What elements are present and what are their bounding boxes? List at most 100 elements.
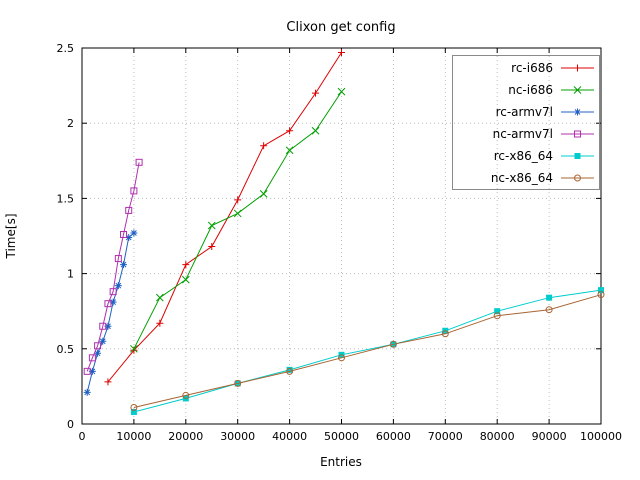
x-axis-label: Entries — [320, 455, 362, 469]
marker-nc-armv7l — [83, 367, 91, 375]
marker-nc-x86_64 — [234, 379, 242, 387]
legend-label: nc-i686 — [508, 83, 553, 97]
y-tick-label: 0 — [67, 418, 74, 431]
marker-nc-x86_64 — [493, 312, 501, 320]
marker-rc-i686 — [312, 89, 320, 97]
marker-rc-armv7l — [120, 261, 128, 269]
marker-rc-armv7l — [130, 229, 138, 237]
legend-label: rc-armv7l — [496, 105, 553, 119]
marker-nc-armv7l — [94, 342, 102, 350]
x-tick-label: 80000 — [480, 430, 515, 443]
legend-box — [452, 55, 600, 190]
marker-nc-x86_64 — [441, 330, 449, 338]
legend-entry-nc-armv7l: nc-armv7l — [493, 127, 594, 141]
marker-rc-armv7l — [114, 282, 122, 290]
marker-nc-x86_64 — [182, 391, 190, 399]
x-tick-label: 50000 — [324, 430, 359, 443]
x-tick-label: 0 — [79, 430, 86, 443]
marker-nc-x86_64 — [389, 340, 397, 348]
y-tick-label: 1 — [67, 268, 74, 281]
marker-rc-x86_64 — [494, 308, 501, 315]
marker-nc-armv7l — [109, 288, 117, 296]
x-tick-label: 60000 — [376, 430, 411, 443]
plot-area: 0 10000 20000 30000 40000 50000 60000 70000 8000… — [57, 42, 623, 443]
marker-rc-i686 — [156, 319, 164, 327]
marker-rc-x86_64 — [546, 294, 553, 301]
legend-entry-nc-i686: nc-i686 — [508, 83, 594, 97]
marker-nc-i686 — [337, 87, 346, 96]
marker-rc-armv7l — [125, 234, 133, 242]
marker-nc-armv7l — [135, 158, 143, 166]
marker-nc-armv7l — [125, 206, 133, 214]
marker-rc-armv7l — [88, 367, 96, 375]
marker-rc-armv7l — [83, 388, 91, 396]
legend-label: nc-armv7l — [493, 127, 553, 141]
series-line-rc-armv7l — [86, 232, 135, 393]
y-tick-label: 1.5 — [57, 192, 75, 205]
x-tick-label: 20000 — [168, 430, 203, 443]
marker-rc-x86_64 — [598, 287, 604, 294]
marker-nc-armv7l — [114, 255, 122, 263]
marker-rc-armv7l — [94, 349, 102, 357]
marker-nc-i686 — [285, 146, 294, 155]
series-nc-x86_64 — [130, 291, 605, 411]
marker-nc-i686 — [233, 209, 242, 218]
legend-entry-nc-x86_64: nc-x86_64 — [491, 171, 594, 185]
legend-marker — [574, 108, 581, 116]
series-nc-armv7l — [83, 158, 143, 375]
marker-nc-armv7l — [88, 354, 96, 362]
series-line-nc-x86_64 — [133, 294, 602, 408]
marker-nc-i686 — [155, 293, 164, 302]
marker-nc-i686 — [207, 221, 216, 230]
series-line-rc-x86_64 — [133, 289, 602, 413]
marker-nc-i686 — [311, 126, 320, 135]
marker-nc-x86_64 — [286, 367, 294, 375]
marker-nc-armv7l — [104, 300, 112, 308]
x-tick-label: 10000 — [116, 430, 151, 443]
marker-nc-x86_64 — [545, 306, 553, 314]
legend-marker — [573, 86, 582, 94]
legend-marker — [574, 153, 581, 159]
x-tick-label: 70000 — [428, 430, 463, 443]
series-line-rc-i686 — [107, 52, 342, 383]
marker-nc-armv7l — [130, 187, 138, 195]
marker-rc-i686 — [338, 49, 345, 57]
marker-nc-x86_64 — [597, 291, 605, 299]
marker-nc-x86_64 — [130, 403, 138, 411]
marker-rc-i686 — [260, 142, 268, 150]
marker-nc-i686 — [130, 344, 138, 353]
legend-label: rc-i686 — [511, 61, 553, 75]
marker-rc-i686 — [104, 378, 112, 386]
y-tick-label: 0.5 — [57, 343, 75, 356]
y-axis-label: Time[s] — [4, 214, 18, 260]
marker-rc-i686 — [182, 261, 190, 269]
series-line-nc-armv7l — [86, 162, 140, 372]
plot-border — [81, 47, 602, 425]
marker-rc-x86_64 — [130, 408, 137, 415]
legend-entry-rc-i686: rc-i686 — [511, 61, 594, 75]
series-rc-i686 — [104, 49, 345, 386]
x-tick-label: 30000 — [220, 430, 255, 443]
x-tick-label: 90000 — [532, 430, 567, 443]
marker-rc-x86_64 — [286, 366, 293, 373]
marker-rc-i686 — [234, 196, 242, 204]
marker-nc-i686 — [259, 190, 268, 198]
x-tick-label: 100000 — [580, 430, 622, 443]
legend-label: nc-x86_64 — [491, 171, 553, 185]
legend-marker — [574, 130, 581, 138]
legend-entry-rc-x86_64: rc-x86_64 — [494, 149, 594, 163]
marker-nc-i686 — [181, 275, 190, 284]
y-tick-label: 2 — [67, 117, 74, 130]
marker-nc-x86_64 — [338, 354, 345, 362]
marker-rc-armv7l — [109, 298, 117, 306]
series-nc-i686 — [130, 87, 346, 353]
marker-rc-i686 — [208, 243, 216, 251]
marker-rc-armv7l — [99, 337, 107, 345]
legend-label: rc-x86_64 — [494, 149, 553, 163]
x-tick-label: 40000 — [272, 430, 307, 443]
series-rc-armv7l — [83, 229, 138, 396]
legend-marker — [574, 64, 581, 72]
legend-marker — [574, 174, 581, 182]
